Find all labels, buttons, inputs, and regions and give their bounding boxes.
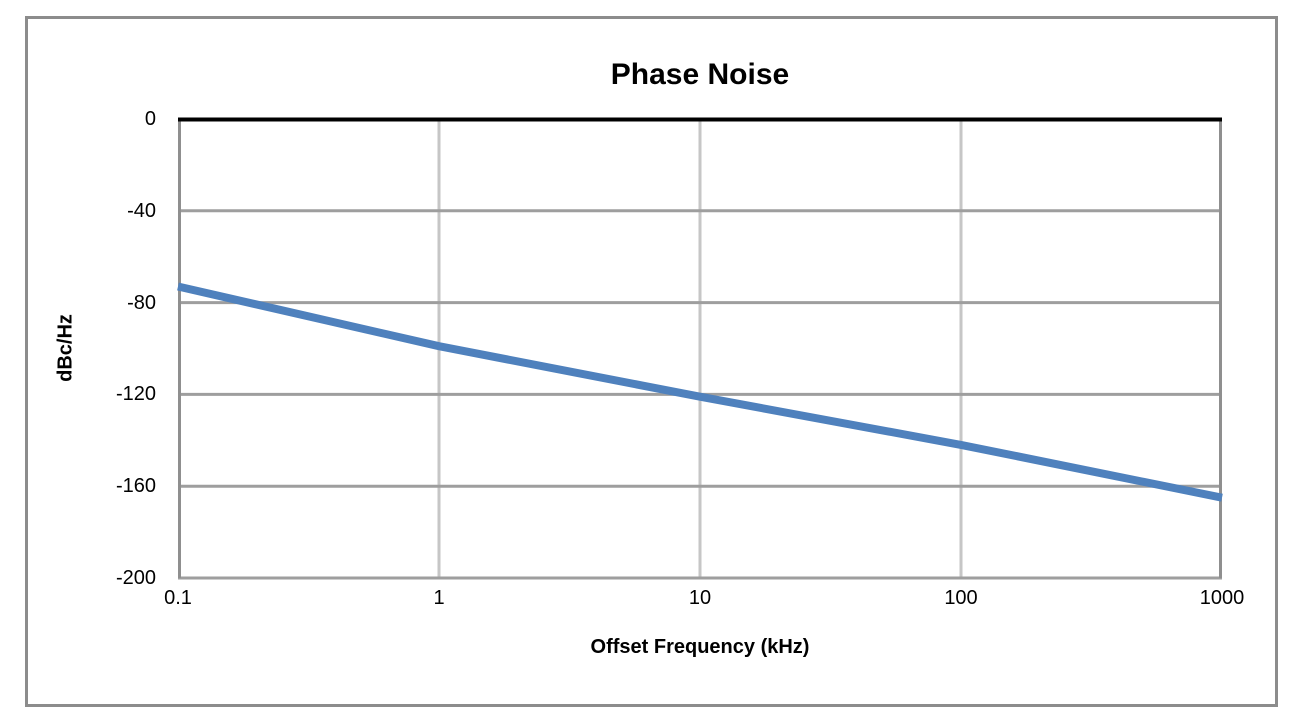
x-axis-tick-label: 1 bbox=[433, 587, 445, 609]
y-axis-tick-label: -160 bbox=[115, 475, 156, 498]
x-axis-tick-label: 10 bbox=[688, 587, 712, 609]
y-axis-tick-label: -200 bbox=[115, 567, 156, 589]
plot-area bbox=[177, 117, 1223, 580]
data-series-line bbox=[177, 282, 1223, 502]
y-axis-title: dBc/Hz bbox=[54, 314, 77, 382]
chart-frame bbox=[25, 16, 1278, 707]
y-axis-tick-label: -120 bbox=[115, 383, 156, 406]
x-axis-tick-label: 1000 bbox=[1199, 587, 1245, 609]
x-axis-title: Offset Frequency (kHz) bbox=[590, 636, 810, 658]
chart-title: Phase Noise bbox=[610, 58, 790, 91]
x-axis-tick-label: 0.1 bbox=[164, 587, 192, 609]
y-axis-tick-label: -80 bbox=[127, 291, 156, 314]
x-axis-tick-label: 100 bbox=[944, 587, 978, 609]
y-axis-tick-label: -40 bbox=[127, 199, 156, 222]
y-axis-tick-label: 0 bbox=[144, 108, 156, 130]
